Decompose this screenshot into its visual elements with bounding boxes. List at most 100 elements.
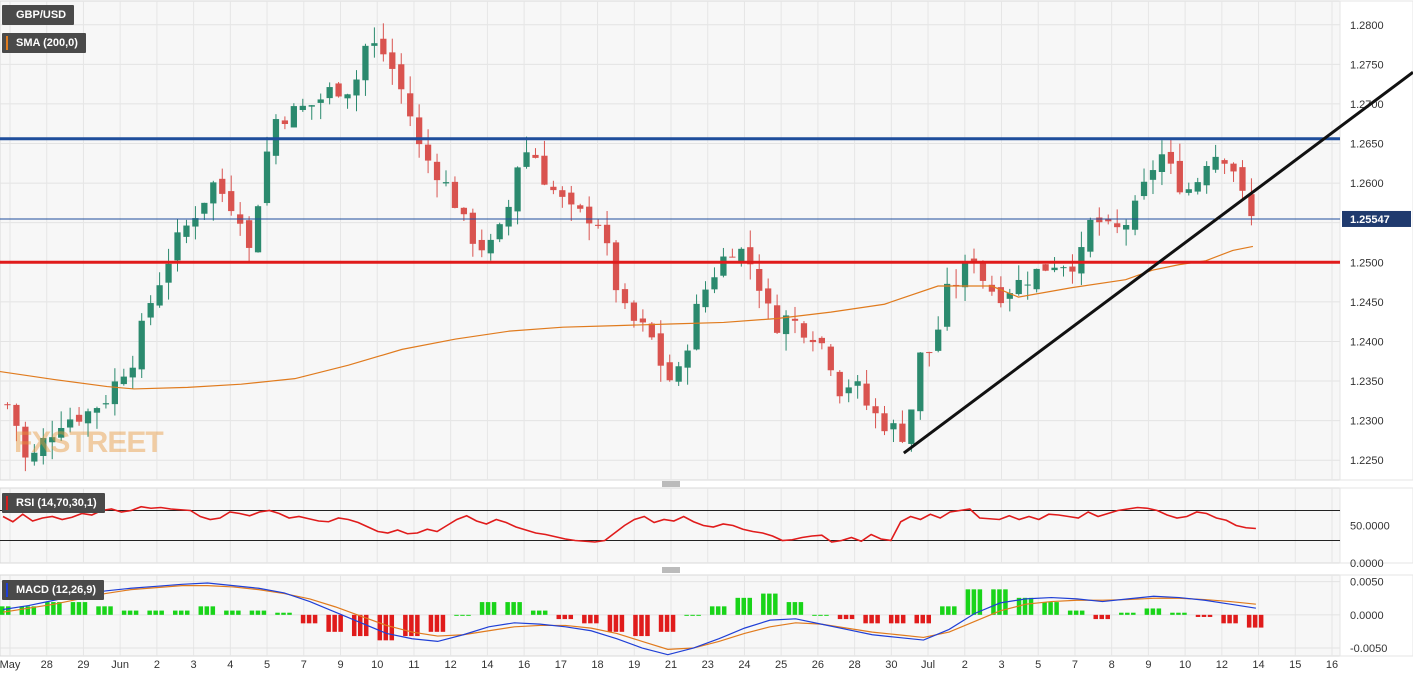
macd-hist-bar xyxy=(639,614,644,637)
macd-hist-bar xyxy=(914,614,919,624)
macd-pane-bg xyxy=(0,574,1341,657)
candle-body xyxy=(997,287,1004,304)
candle-body xyxy=(219,178,226,194)
candle-body xyxy=(31,452,38,462)
candle-body xyxy=(460,207,468,215)
pane-resize-handle[interactable] xyxy=(662,567,680,573)
rsi-pane-bg xyxy=(0,487,1341,564)
candle-body xyxy=(756,269,763,291)
macd-hist-bar xyxy=(1119,612,1124,615)
candle-body xyxy=(281,120,289,125)
macd-hist-bar xyxy=(556,614,562,620)
macd-hist-bar xyxy=(1131,612,1136,615)
candle-body xyxy=(75,414,83,422)
candle-body xyxy=(1185,189,1192,193)
macd-hist-bar xyxy=(415,614,420,637)
candle-body xyxy=(800,323,808,338)
macd-hist-bar xyxy=(45,602,50,615)
x-tick-label: 18 xyxy=(591,659,603,671)
macd-hist-bar xyxy=(517,602,522,615)
macd-hist-bar xyxy=(952,606,957,615)
candle-body xyxy=(192,218,199,227)
macd-hist-bar xyxy=(326,614,331,632)
candle-body xyxy=(666,362,673,381)
candle-body xyxy=(407,93,414,117)
candle-body xyxy=(1051,267,1058,271)
candle-body xyxy=(603,224,611,244)
candle-body xyxy=(577,205,584,209)
macd-hist-bar xyxy=(690,614,695,616)
macd-hist-bar xyxy=(568,614,574,620)
x-tick-label: 16 xyxy=(518,659,530,671)
candle-body xyxy=(675,366,682,382)
macd-hist-bar xyxy=(664,614,670,632)
candle-body xyxy=(532,154,539,158)
macd-hist-bar xyxy=(900,614,906,624)
x-tick-label: 2 xyxy=(962,659,968,671)
x-tick-label: 24 xyxy=(738,659,750,671)
macd-hist-bar xyxy=(1227,614,1232,624)
candle-body xyxy=(1203,165,1210,186)
macd-hist-bar xyxy=(670,614,676,632)
rsi-tick-label: 50.0000 xyxy=(1350,521,1390,533)
macd-hist-bar xyxy=(849,614,855,620)
macd-hist-bar xyxy=(255,610,261,615)
macd-hist-bar xyxy=(466,614,471,616)
candle-body xyxy=(702,289,709,308)
macd-hist-bar xyxy=(434,614,440,632)
pair-label: GBP/USD xyxy=(2,5,75,25)
macd-hist-bar xyxy=(1048,602,1053,615)
macd-hist-bar xyxy=(1079,610,1085,615)
candle-body xyxy=(308,105,315,107)
macd-hist-bar xyxy=(761,593,766,615)
macd-hist-bar xyxy=(888,614,894,624)
macd-hist-bar xyxy=(1054,602,1059,615)
macd-hist-bar xyxy=(709,606,715,615)
macd-hist-bar xyxy=(133,610,139,615)
x-tick-label: 15 xyxy=(1289,659,1301,671)
price-tick-label: 1.2300 xyxy=(1350,416,1384,428)
macd-hist-bar xyxy=(798,602,804,615)
candle-body xyxy=(398,64,405,90)
macd-line xyxy=(2,582,1256,656)
candle-body xyxy=(138,320,145,370)
candle-body xyxy=(290,106,297,128)
candle-body xyxy=(1114,223,1121,228)
macd-hist-bar xyxy=(1022,597,1028,615)
candle-body xyxy=(594,224,602,226)
macd-hist-bar xyxy=(460,614,465,616)
candle-body xyxy=(926,352,933,354)
candle-body xyxy=(630,302,638,321)
macd-hist-bar xyxy=(843,614,849,620)
candle-body xyxy=(979,261,987,281)
macd-hist-bar xyxy=(818,614,823,616)
candle-body xyxy=(183,225,190,237)
candle-body xyxy=(657,333,664,366)
macd-hist-bar xyxy=(57,602,62,615)
macd-hist-bar xyxy=(1067,610,1073,615)
candle-body xyxy=(845,387,852,394)
candle-body xyxy=(1060,267,1067,269)
macd-hist-bar xyxy=(658,614,664,632)
macd-hist-bar xyxy=(633,614,638,637)
macd-hist-bar xyxy=(894,614,900,624)
sma-label: SMA (200,0) xyxy=(2,33,86,53)
macd-hist-bar xyxy=(991,589,996,615)
x-tick-label: 29 xyxy=(77,659,89,671)
candle-body xyxy=(442,182,450,184)
macd-hist-bar xyxy=(977,589,983,615)
candles xyxy=(4,23,1255,472)
macd-hist-bar xyxy=(792,602,798,615)
candle-body xyxy=(639,318,647,323)
candle-body xyxy=(1006,293,1013,299)
candle-body xyxy=(201,202,208,214)
candle-body xyxy=(514,167,521,212)
macd-hist-bar xyxy=(1073,610,1079,615)
macd-hist-bar xyxy=(428,614,434,632)
macd-hist-bar xyxy=(946,606,951,615)
candle-body xyxy=(899,423,906,442)
candle-body xyxy=(147,303,154,318)
candle-body xyxy=(1212,156,1219,170)
pane-resize-handle[interactable] xyxy=(662,481,680,487)
macd-hist-bar xyxy=(530,610,536,615)
